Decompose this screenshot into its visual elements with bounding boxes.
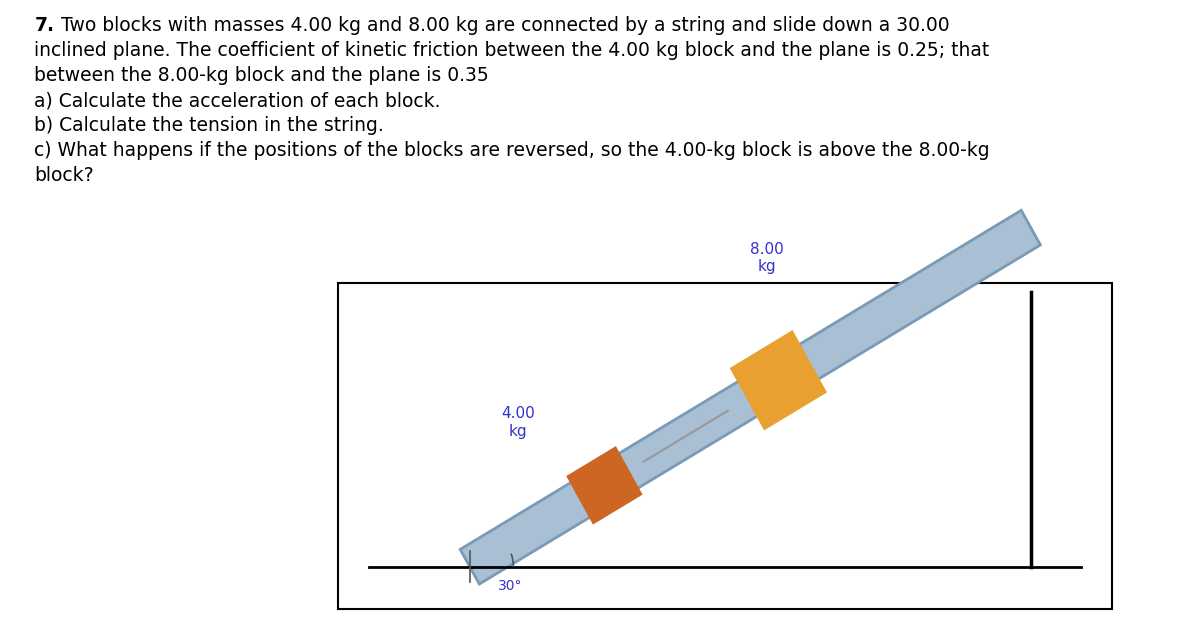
- Text: Two blocks with masses 4.00 kg and 8.00 kg are connected by a string and slide d: Two blocks with masses 4.00 kg and 8.00 …: [55, 16, 949, 35]
- Text: a) Calculate the acceleration of each block.: a) Calculate the acceleration of each bl…: [35, 91, 440, 110]
- Text: 7.: 7.: [35, 16, 54, 35]
- Polygon shape: [461, 210, 1040, 584]
- Text: block?: block?: [35, 166, 94, 185]
- Text: c) What happens if the positions of the blocks are reversed, so the 4.00-kg bloc: c) What happens if the positions of the …: [35, 141, 990, 160]
- Bar: [338, 283, 1112, 609]
- Text: 30°: 30°: [498, 579, 523, 593]
- Text: 8.00
kg: 8.00 kg: [750, 242, 784, 274]
- Text: between the 8.00-kg block and the plane is 0.35: between the 8.00-kg block and the plane …: [35, 66, 490, 85]
- Polygon shape: [730, 330, 827, 430]
- Text: 4.00
kg: 4.00 kg: [502, 406, 535, 439]
- Polygon shape: [566, 446, 643, 524]
- Text: inclined plane. The coefficient of kinetic friction between the 4.00 kg block an: inclined plane. The coefficient of kinet…: [35, 41, 990, 60]
- Text: b) Calculate the tension in the string.: b) Calculate the tension in the string.: [35, 116, 384, 135]
